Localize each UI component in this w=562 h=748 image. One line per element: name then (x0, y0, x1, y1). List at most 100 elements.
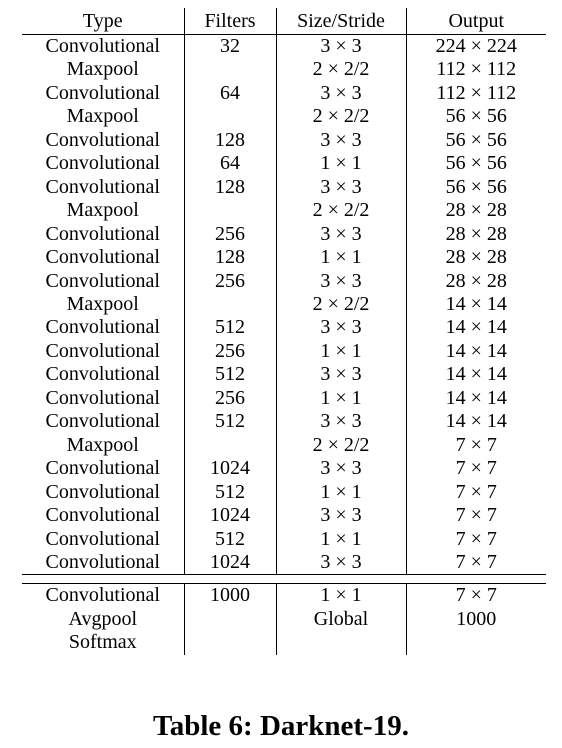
cell-type: Convolutional (45, 35, 160, 57)
cell-output: 14 × 14 (405, 386, 546, 411)
cell-output: 7 × 7 (405, 480, 546, 505)
cell-type: Convolutional (45, 269, 160, 292)
header-row: Type Filters Size/Stride Output (22, 8, 546, 35)
cell-output: 28 × 28 (405, 222, 546, 247)
cell-size-stride: 3 × 3 (275, 504, 406, 528)
table-row: Convolutional 64 3 × 3 112 × 112 (22, 81, 546, 106)
separator-cell (22, 574, 184, 585)
cell-filters: 256 (183, 269, 276, 293)
cell-filters: 512 (183, 410, 276, 434)
cell-output: 14 × 14 (405, 339, 546, 364)
cell-size-stride: 3 × 3 (275, 128, 406, 153)
cell-output: 14 × 14 (405, 316, 546, 340)
table-row: Convolutional 128 3 × 3 56 × 56 (22, 175, 546, 200)
table-row: Convolutional 256 3 × 3 28 × 28 (22, 222, 546, 247)
cell-size-stride: 3 × 3 (275, 457, 406, 481)
cell-output: 7 × 7 (405, 527, 546, 551)
cell-type: Convolutional (45, 550, 160, 573)
table-header: Type Filters Size/Stride Output (22, 8, 546, 35)
cell-filters: 512 (183, 316, 276, 340)
table-row: Avgpool Global 1000 (22, 607, 546, 632)
cell-filters: 128 (183, 246, 276, 270)
cell-filters: 64 (183, 81, 276, 106)
separator-cell (184, 574, 276, 585)
cell-filters: 128 (183, 175, 276, 200)
separator-cell (406, 574, 546, 585)
cell-output: 56 × 56 (405, 152, 546, 176)
cell-type: Convolutional (45, 175, 160, 198)
table-row: Maxpool 2 × 2/2 56 × 56 (22, 105, 546, 129)
cell-type: Avgpool (68, 607, 137, 630)
cell-size-stride: 2 × 2/2 (275, 433, 406, 458)
cell-filters (183, 292, 276, 317)
header-filters: Filters (183, 8, 276, 35)
header-output: Output (405, 8, 546, 35)
cell-output: 28 × 28 (405, 246, 546, 270)
cell-type: Convolutional (45, 339, 160, 362)
cell-type: Convolutional (45, 504, 160, 527)
table-row: Convolutional 128 3 × 3 56 × 56 (22, 128, 546, 153)
cell-output: 14 × 14 (405, 363, 546, 387)
separator-cell (276, 574, 406, 585)
cell-filters: 512 (183, 527, 276, 551)
cell-type: Convolutional (45, 222, 160, 245)
cell-output (405, 631, 546, 655)
cell-type: Convolutional (45, 152, 160, 175)
cell-output: 56 × 56 (405, 128, 546, 153)
caption-label: Table 6: (153, 710, 253, 742)
darknet-table-container: Type Filters Size/Stride Output Convolut… (22, 8, 546, 655)
table-row: Softmax (22, 631, 546, 655)
cell-output: 7 × 7 (405, 583, 546, 608)
cell-type: Convolutional (45, 386, 160, 409)
cell-output: 7 × 7 (405, 433, 546, 458)
table-row: Convolutional 256 3 × 3 28 × 28 (22, 269, 546, 293)
table-row: Convolutional 32 3 × 3 224 × 224 (22, 34, 546, 59)
darknet-19-table: Type Filters Size/Stride Output Convolut… (22, 8, 546, 655)
cell-type: Maxpool (66, 199, 139, 222)
cell-filters (183, 607, 276, 632)
cell-output: 56 × 56 (405, 105, 546, 129)
cell-output: 28 × 28 (405, 199, 546, 223)
cell-size-stride: 3 × 3 (275, 34, 406, 59)
cell-output: 224 × 224 (405, 34, 546, 59)
cell-output: 7 × 7 (405, 550, 546, 575)
cell-size-stride: 3 × 3 (275, 316, 406, 340)
cell-type: Maxpool (66, 58, 139, 81)
cell-type: Convolutional (45, 128, 160, 151)
cell-type: Maxpool (66, 433, 139, 456)
table-row: Convolutional 64 1 × 1 56 × 56 (22, 152, 546, 176)
cell-type: Convolutional (45, 246, 160, 269)
caption-title: Darknet-19. (259, 710, 409, 742)
table-row: Maxpool 2 × 2/2 112 × 112 (22, 58, 546, 82)
cell-size-stride: 1 × 1 (275, 339, 406, 364)
cell-size-stride: 3 × 3 (275, 363, 406, 387)
table-row: Maxpool 2 × 2/2 14 × 14 (22, 292, 546, 317)
cell-filters (183, 199, 276, 223)
cell-type: Convolutional (45, 457, 160, 480)
cell-output: 112 × 112 (405, 81, 546, 106)
cell-size-stride: Global (275, 607, 406, 632)
cell-filters: 256 (183, 222, 276, 247)
cell-size-stride: 1 × 1 (275, 480, 406, 505)
cell-size-stride: 1 × 1 (275, 246, 406, 270)
table-caption: Table 6: Darknet-19. (0, 706, 562, 746)
cell-type: Maxpool (66, 292, 139, 315)
table-row: Convolutional 256 1 × 1 14 × 14 (22, 339, 546, 364)
cell-size-stride: 3 × 3 (275, 269, 406, 293)
cell-filters: 512 (183, 480, 276, 505)
table-row: Maxpool 2 × 2/2 28 × 28 (22, 199, 546, 223)
table-row: Convolutional 512 3 × 3 14 × 14 (22, 316, 546, 340)
cell-filters (183, 631, 276, 655)
table-row: Convolutional 512 3 × 3 14 × 14 (22, 410, 546, 434)
cell-output: 112 × 112 (405, 58, 546, 82)
cell-filters (183, 433, 276, 458)
cell-filters (183, 58, 276, 82)
table-row: Maxpool 2 × 2/2 7 × 7 (22, 433, 546, 458)
